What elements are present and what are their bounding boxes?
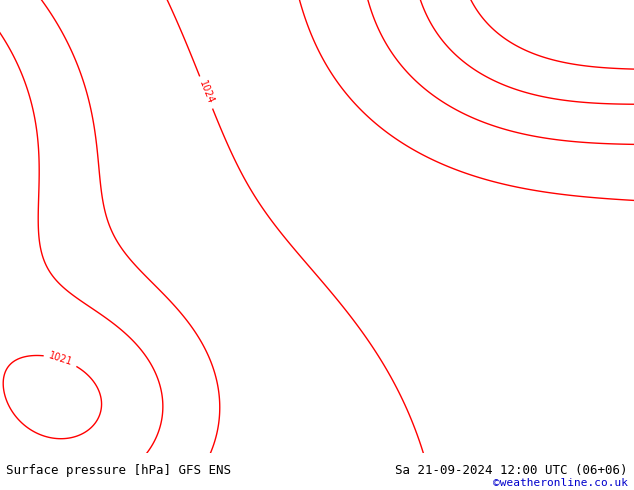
Text: 1024: 1024 [197, 79, 216, 106]
Text: 1021: 1021 [48, 351, 74, 368]
Text: Sa 21-09-2024 12:00 UTC (06+06): Sa 21-09-2024 12:00 UTC (06+06) [395, 465, 628, 477]
Text: Surface pressure [hPa] GFS ENS: Surface pressure [hPa] GFS ENS [6, 465, 231, 477]
Text: ©weatheronline.co.uk: ©weatheronline.co.uk [493, 478, 628, 488]
